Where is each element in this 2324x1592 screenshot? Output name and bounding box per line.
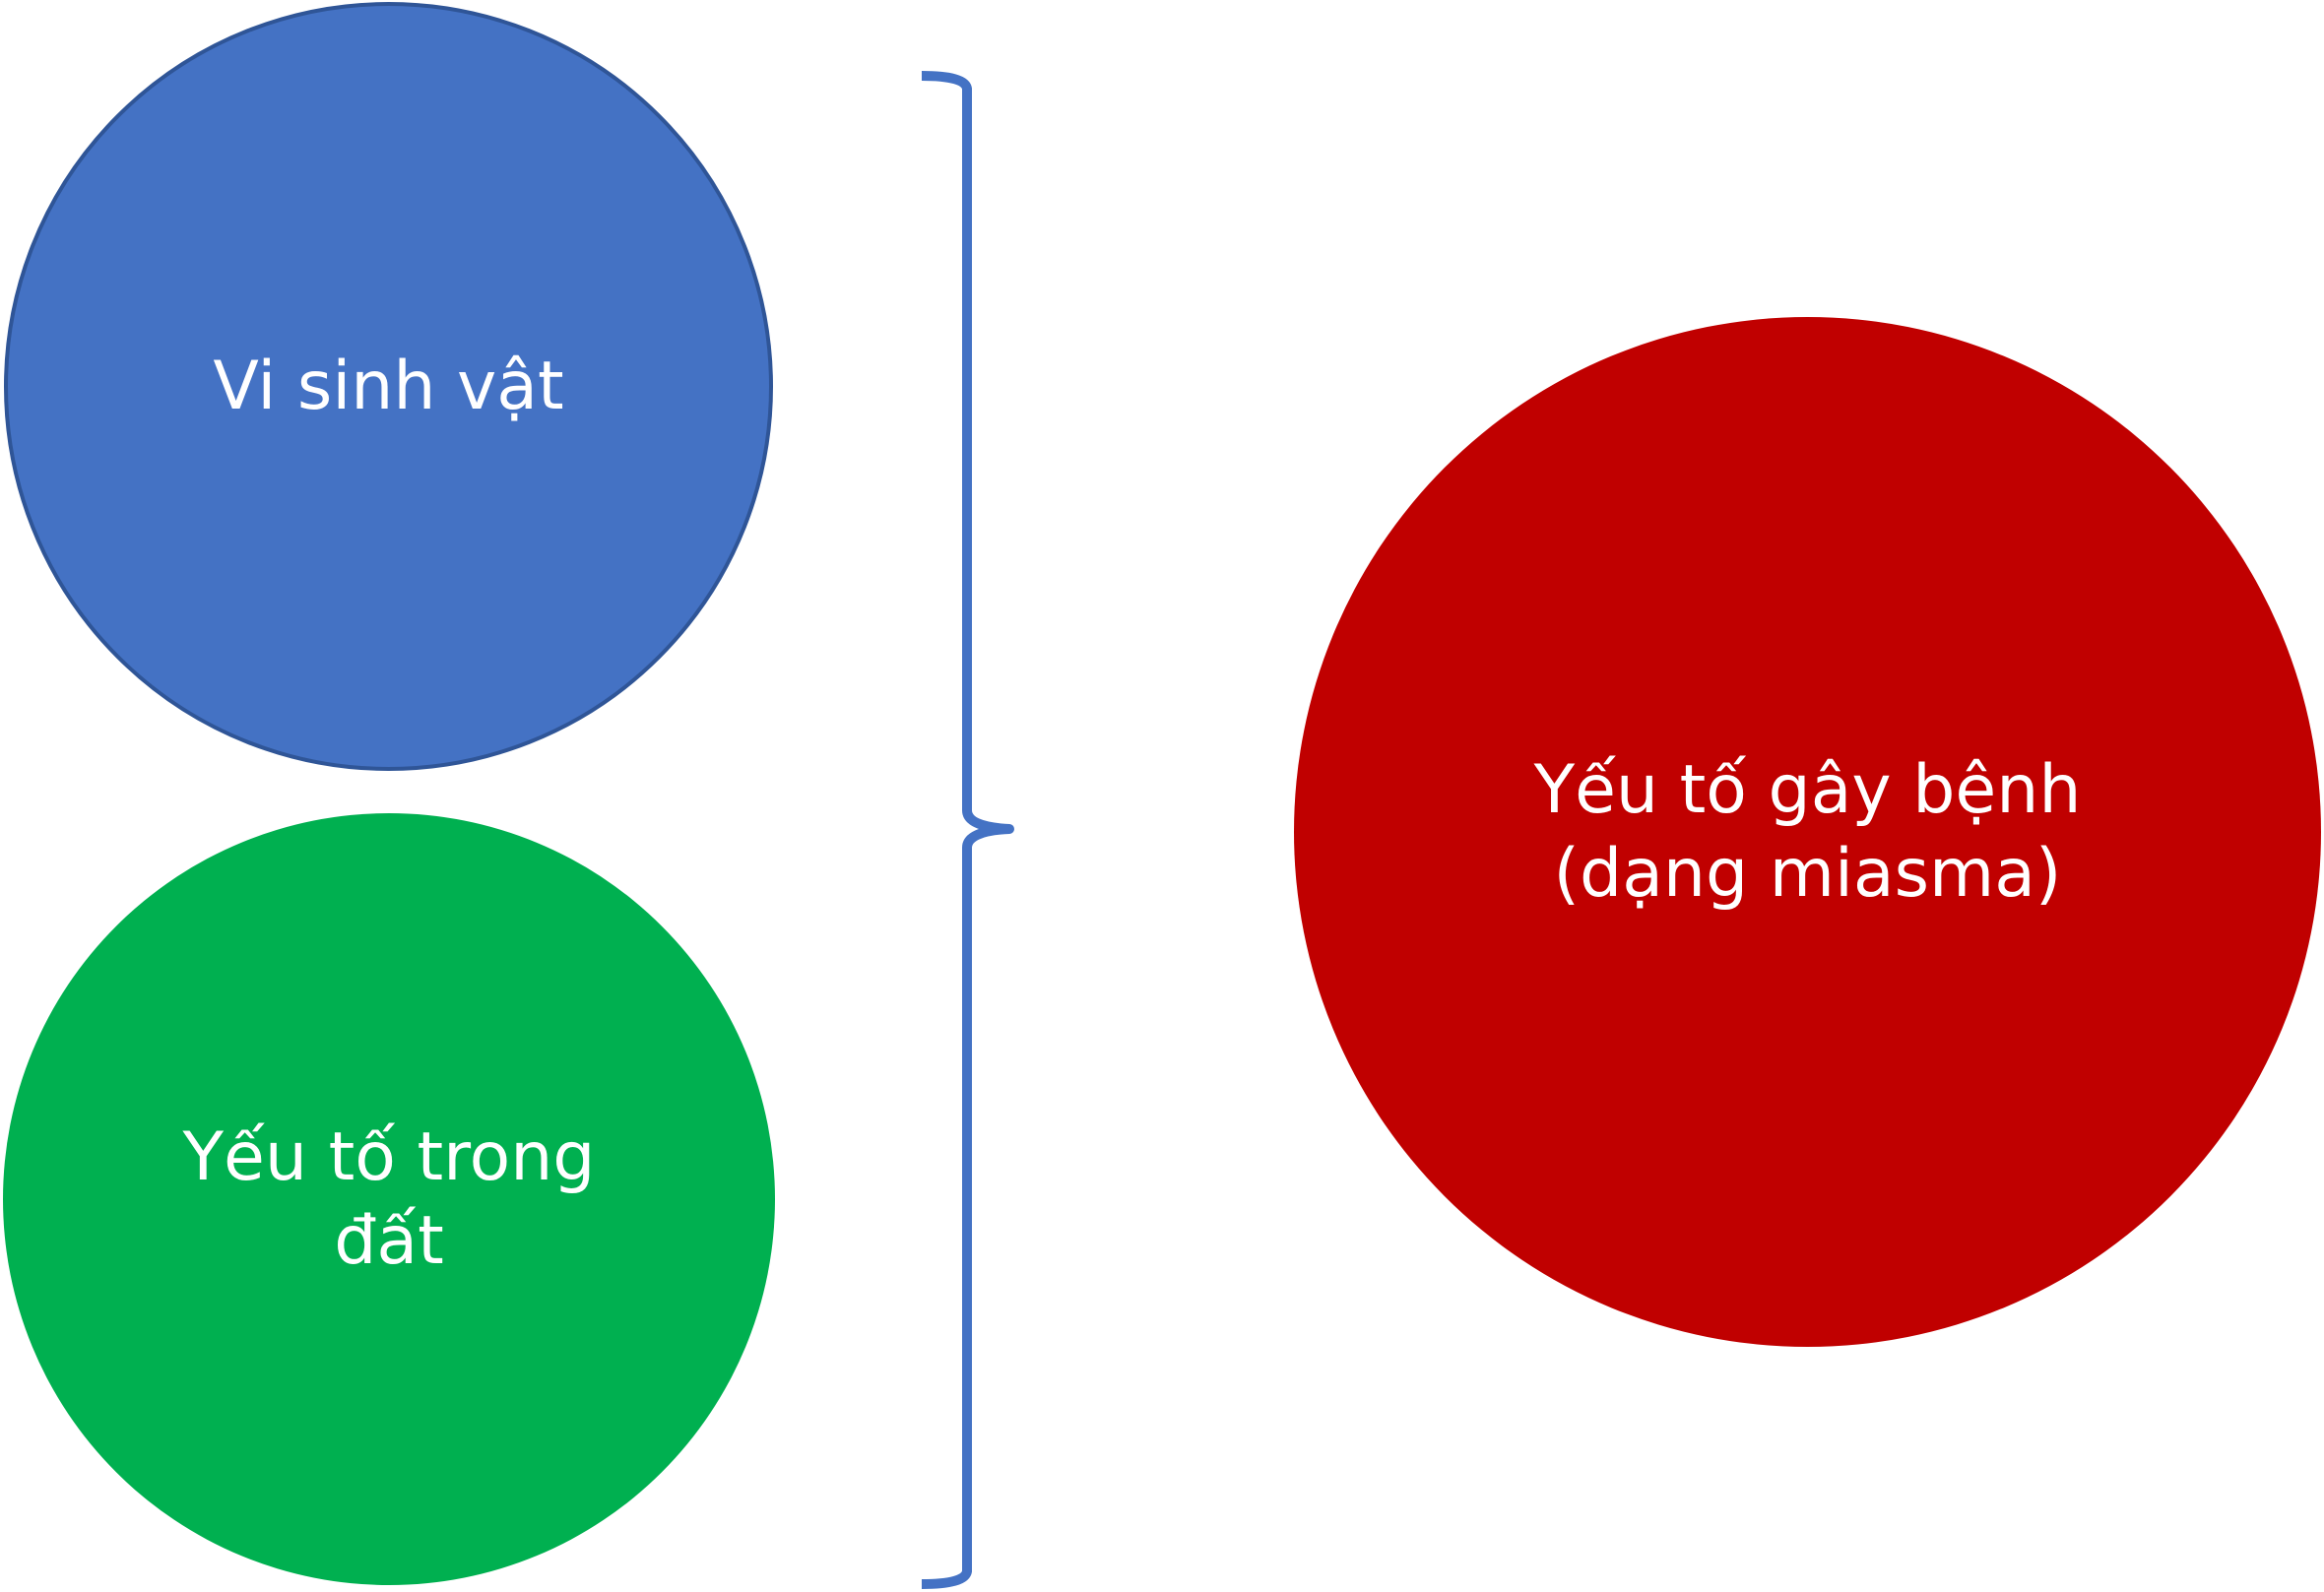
microorganism-circle: Vi sinh vật: [4, 2, 773, 771]
soil-factor-circle: Yếu tố trong đất: [3, 813, 775, 1585]
soil-factor-label: Yếu tố trong đất: [182, 1118, 596, 1280]
pathogenic-factor-circle: Yếu tố gây bệnh (dạng miasma): [1294, 317, 2321, 1347]
pathogenic-factor-label: Yếu tố gây bệnh (dạng miasma): [1533, 751, 2082, 913]
curly-brace-path: [921, 71, 1014, 1589]
microorganism-label: Vi sinh vật: [213, 348, 564, 425]
